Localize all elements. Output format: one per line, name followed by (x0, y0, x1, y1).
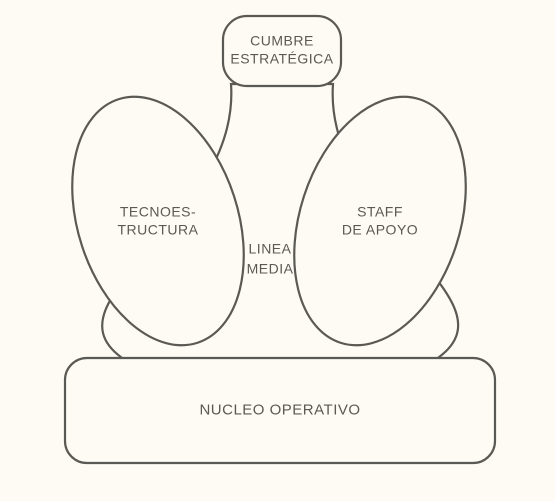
middle-line-label-line2: MEDIA (247, 261, 294, 277)
operating-core-label: NUCLEO OPERATIVO (199, 401, 360, 418)
apex-label-line1: CUMBRE (250, 33, 314, 49)
support-staff-label-l1: STAFF (357, 204, 403, 220)
apex-label-line2: ESTRATÉGICA (230, 51, 333, 67)
technostructure-label-l1: TECNOES- (120, 204, 196, 220)
support-staff-label-l2: DE APOYO (342, 222, 418, 238)
technostructure-label-l2: TRUCTURA (118, 222, 199, 238)
middle-line-label-line1: LINEA (249, 241, 292, 257)
mintzberg-diagram: CUMBRE ESTRATÉGICA LINEA MEDIA TECNOES- … (0, 0, 555, 501)
